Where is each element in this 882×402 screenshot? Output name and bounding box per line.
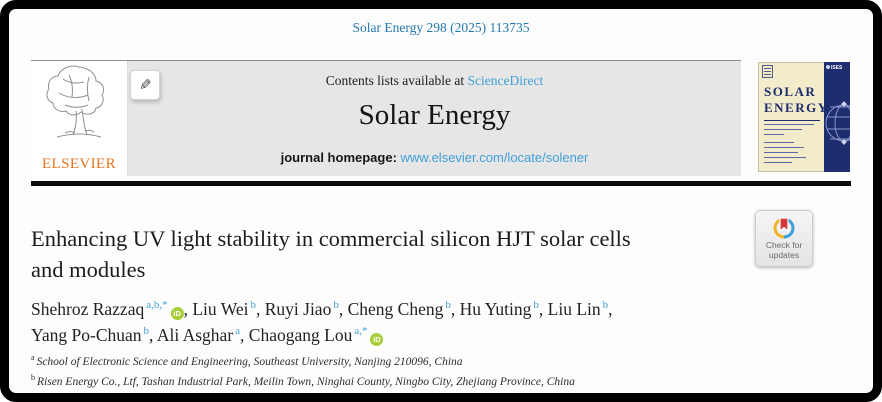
header-divider-rule: [31, 181, 851, 186]
author-name: Shehroz Razzaq: [31, 299, 145, 319]
elsevier-tree-icon: [46, 65, 105, 138]
affiliation-marker: a: [31, 353, 35, 362]
banner-journal-title: Solar Energy: [358, 99, 511, 131]
affiliation-line: b Risen Energy Co., Ltf, Tashan Industria…: [31, 372, 791, 392]
check-for-updates-badge[interactable]: Check for updates: [755, 210, 813, 267]
ises-logo: ISES: [826, 65, 842, 71]
cover-text-lines: [764, 124, 814, 167]
paper-page: Solar Energy 298 (2025) 113735 ELSEVIER: [9, 9, 873, 393]
author-affiliation-marker: a,*: [354, 324, 368, 337]
orcid-icon[interactable]: iD: [370, 332, 384, 346]
author-name: Liu Lin: [547, 299, 601, 319]
author-affiliation-marker: b: [533, 299, 539, 312]
journal-citation: Solar Energy 298 (2025) 113735: [352, 20, 530, 35]
elsevier-logo: ELSEVIER: [31, 61, 128, 176]
author-affiliation-marker: b: [445, 299, 451, 312]
author-affiliation-marker: b: [602, 299, 609, 312]
author-affiliation-marker: b: [250, 299, 256, 312]
homepage-line: journal homepage: www.elsevier.com/locat…: [128, 150, 741, 165]
affiliations: a School of Electronic Science and Engine…: [31, 352, 791, 391]
contents-text: Contents lists available at: [325, 73, 468, 88]
orcid-icon[interactable]: iD: [170, 307, 184, 320]
affiliation-marker: b: [31, 372, 35, 382]
author-name: Yang Po-Chuan: [31, 324, 142, 345]
affiliation-text: School of Electronic Science and Enginee…: [36, 355, 463, 368]
cover-title: SOLAR ENERGY: [764, 84, 829, 116]
author-affiliation-marker: b: [143, 324, 150, 337]
author-name: Chaogang Lou: [248, 324, 353, 345]
article-title: Enhancing UV light stability in commerci…: [31, 223, 751, 285]
homepage-url-link[interactable]: www.elsevier.com/locate/solener: [400, 150, 589, 165]
journal-cover-thumbnail[interactable]: SOLAR ENERGY ISES: [758, 62, 850, 172]
header-top-rule: [31, 60, 741, 61]
sciencedirect-link[interactable]: ScienceDirect: [467, 73, 544, 88]
author-affiliation-marker: a,b,*: [146, 299, 168, 312]
annotate-pencil-button[interactable]: ✎: [130, 70, 160, 100]
affiliation-text: Risen Energy Co., Ltf, Tashan Industrial…: [37, 375, 575, 388]
author-name: Ruyi Jiao: [264, 299, 332, 319]
homepage-label: journal homepage:: [280, 150, 401, 165]
cover-navy-band: ISES: [824, 62, 850, 172]
cover-globe-icon: [825, 101, 850, 145]
cover-crest-icon: [762, 65, 773, 78]
affiliation-line: a School of Electronic Science and Engine…: [31, 352, 791, 372]
crossmark-text: Check for updates: [765, 240, 803, 260]
banner-center: Contents lists available at ScienceDirec…: [128, 61, 741, 176]
cover-rule: [764, 120, 820, 121]
author-list: Shehroz Razzaq a,b,*iD, Liu Wei b, Ruyi Ji…: [31, 299, 613, 346]
author-affiliation-marker: b: [333, 299, 339, 312]
author-name: Hu Yuting: [459, 299, 532, 319]
elsevier-wordmark: ELSEVIER: [41, 156, 117, 172]
author-affiliation-marker: a: [235, 324, 241, 337]
article-title-line: Enhancing UV light stability in commerci…: [31, 226, 631, 251]
article-title-line: and modules: [31, 257, 146, 283]
journal-header-banner: ELSEVIER ✎ Contents lists available at S…: [31, 61, 741, 176]
crossmark-icon: [773, 217, 795, 239]
author-name: Liu Wei: [192, 299, 249, 319]
author-name: Ali Asghar: [156, 324, 234, 345]
contents-line: Contents lists available at ScienceDirec…: [128, 73, 741, 89]
author-name: Cheng Cheng: [347, 299, 444, 319]
